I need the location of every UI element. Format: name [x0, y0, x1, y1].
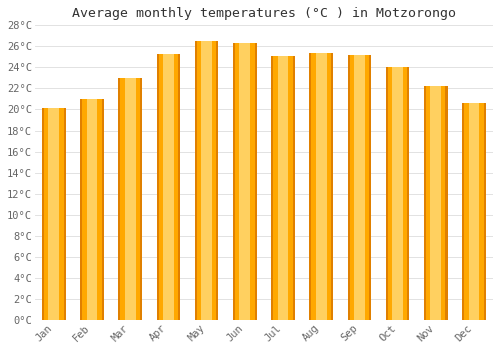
Bar	[271, 56, 295, 320]
Bar	[386, 67, 409, 320]
Bar	[118, 78, 142, 320]
Bar	[464, 103, 483, 320]
Bar	[310, 52, 333, 320]
Bar	[235, 43, 255, 320]
Bar	[278, 56, 288, 320]
Bar	[163, 54, 173, 320]
Bar	[312, 52, 331, 320]
Bar	[388, 67, 407, 320]
Bar	[44, 108, 64, 320]
Bar	[430, 86, 441, 320]
Bar	[80, 99, 104, 320]
Bar	[42, 108, 66, 320]
Bar	[240, 43, 250, 320]
Bar	[468, 103, 479, 320]
Bar	[125, 78, 136, 320]
Bar	[233, 43, 256, 320]
Bar	[462, 103, 486, 320]
Bar	[86, 99, 98, 320]
Bar	[48, 108, 59, 320]
Bar	[348, 55, 371, 320]
Bar	[424, 86, 448, 320]
Bar	[158, 54, 178, 320]
Title: Average monthly temperatures (°C ) in Motzorongo: Average monthly temperatures (°C ) in Mo…	[72, 7, 456, 20]
Bar	[195, 41, 218, 320]
Bar	[274, 56, 292, 320]
Bar	[392, 67, 403, 320]
Bar	[156, 54, 180, 320]
Bar	[197, 41, 216, 320]
Bar	[82, 99, 102, 320]
Bar	[202, 41, 212, 320]
Bar	[354, 55, 364, 320]
Bar	[316, 52, 326, 320]
Bar	[350, 55, 369, 320]
Bar	[120, 78, 140, 320]
Bar	[426, 86, 446, 320]
